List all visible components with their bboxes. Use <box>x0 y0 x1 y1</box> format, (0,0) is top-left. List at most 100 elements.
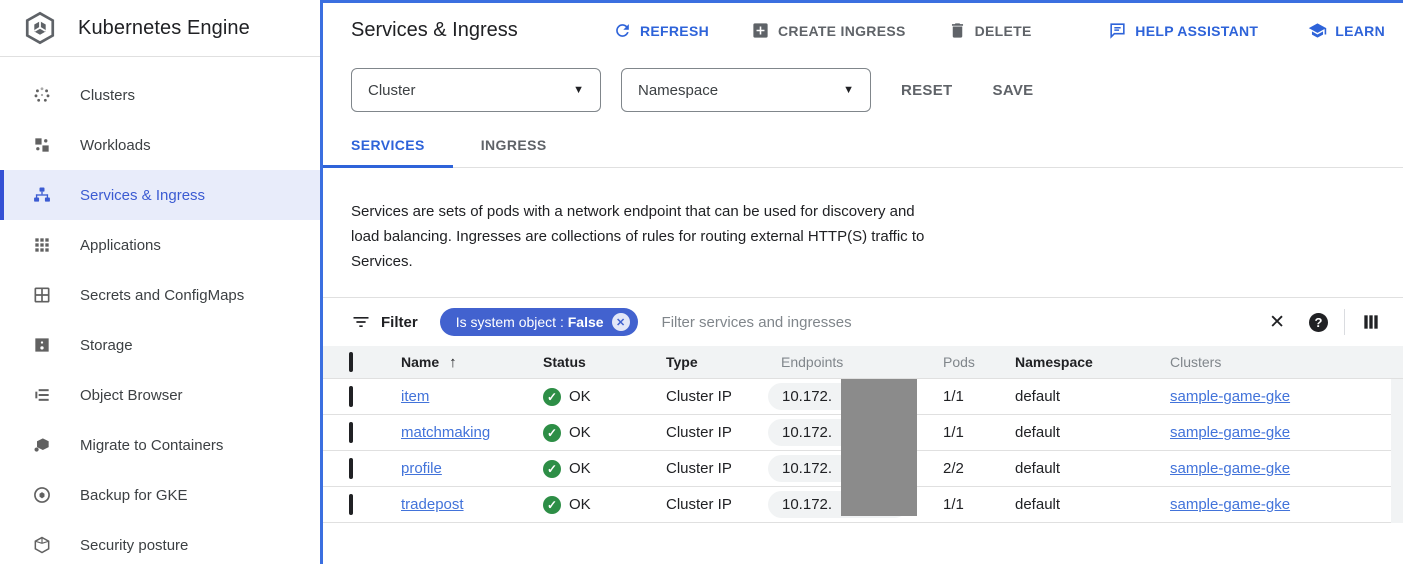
redaction-overlay <box>841 379 917 516</box>
status-text: OK <box>569 424 591 441</box>
page-description: Services are sets of pods with a network… <box>351 203 925 270</box>
row-checkbox[interactable] <box>349 458 353 479</box>
sidebar-item-object-browser[interactable]: Object Browser <box>0 370 320 420</box>
cluster-link[interactable]: sample-game-gke <box>1170 460 1291 477</box>
status-ok-icon: ✓ <box>543 459 561 478</box>
sidebar-item-workloads[interactable]: Workloads <box>0 120 320 170</box>
reset-button[interactable]: RESET <box>901 81 953 99</box>
status-ok-icon: ✓ <box>543 387 561 406</box>
pods-count: 1/1 <box>943 496 964 513</box>
filter-input[interactable] <box>661 313 1264 331</box>
service-type: Cluster IP <box>666 460 732 477</box>
sidebar-item-label: Backup for GKE <box>80 486 188 504</box>
status-ok-icon: ✓ <box>543 423 561 442</box>
column-settings-icon[interactable] <box>1361 312 1381 332</box>
sidebar-item-label: Object Browser <box>80 386 183 404</box>
service-type: Cluster IP <box>666 496 732 513</box>
main-content: Services & Ingress REFRESH CREATE INGRES… <box>320 0 1403 564</box>
create-ingress-label: CREATE INGRESS <box>778 22 906 39</box>
cluster-select[interactable]: Cluster ▼ <box>351 68 601 112</box>
service-name-link[interactable]: matchmaking <box>401 424 491 441</box>
chip-remove-icon[interactable]: ✕ <box>611 313 630 331</box>
namespace-select[interactable]: Namespace ▼ <box>621 68 871 112</box>
refresh-label: REFRESH <box>640 22 709 39</box>
sidebar-item-migrate-containers[interactable]: Migrate to Containers <box>0 420 320 470</box>
sidebar-item-security-posture[interactable]: Security posture <box>0 520 320 564</box>
namespace-value: default <box>1015 388 1061 405</box>
service-name-link[interactable]: tradepost <box>401 496 464 513</box>
sidebar: Kubernetes Engine Clusters Workloads Ser… <box>0 0 320 564</box>
delete-button[interactable]: DELETE <box>948 21 1032 40</box>
namespace-select-label: Namespace <box>638 81 719 99</box>
chip-label: Is system object : <box>455 314 564 330</box>
namespace-value: default <box>1015 424 1061 441</box>
sidebar-item-label: Migrate to Containers <box>80 436 224 454</box>
trash-icon <box>951 23 963 38</box>
select-all-checkbox[interactable] <box>349 352 353 372</box>
help-assistant-button[interactable]: HELP ASSISTANT <box>1108 21 1258 40</box>
filter-icon <box>353 317 369 327</box>
filter-chip-system-object[interactable]: Is system object : False ✕ <box>439 308 638 336</box>
column-header-endpoints[interactable]: Endpoints <box>781 354 844 370</box>
status-text: OK <box>569 460 591 477</box>
tab-ingress[interactable]: INGRESS <box>480 136 547 153</box>
chevron-down-icon: ▼ <box>573 84 584 96</box>
table-header-row: Name ↑ Status Type Endpoints Pods Namespa… <box>323 346 1403 379</box>
add-box-icon <box>753 23 768 38</box>
column-header-name[interactable]: Name ↑ <box>401 353 457 371</box>
learn-button[interactable]: LEARN <box>1308 21 1385 40</box>
security-posture-icon <box>34 536 50 554</box>
refresh-button[interactable]: REFRESH <box>613 21 709 40</box>
row-checkbox[interactable] <box>349 386 353 407</box>
tab-bar: SERVICES INGRESS <box>323 122 1403 168</box>
graduation-cap-icon <box>1309 23 1327 38</box>
column-header-pods[interactable]: Pods <box>943 354 975 370</box>
row-checkbox[interactable] <box>349 494 353 515</box>
help-icon[interactable]: ? <box>1309 312 1328 332</box>
row-checkbox[interactable] <box>349 422 353 443</box>
cluster-link[interactable]: sample-game-gke <box>1170 388 1291 405</box>
services-table: Name ↑ Status Type Endpoints Pods Namespa… <box>323 346 1403 523</box>
table-scrollbar-track <box>1391 379 1403 523</box>
app-title: Kubernetes Engine <box>78 16 250 39</box>
filters-row: Cluster ▼ Namespace ▼ RESET SAVE <box>323 58 1403 122</box>
sidebar-item-applications[interactable]: Applications <box>0 220 320 270</box>
service-name-link[interactable]: profile <box>401 460 442 477</box>
sidebar-item-label: Secrets and ConfigMaps <box>80 286 245 304</box>
cluster-link[interactable]: sample-game-gke <box>1170 496 1291 513</box>
filter-toolbar: Filter Is system object : False ✕ ✕ ? <box>323 297 1403 346</box>
sidebar-item-secrets-configmaps[interactable]: Secrets and ConfigMaps <box>0 270 320 320</box>
sidebar-item-clusters[interactable]: Clusters <box>0 70 320 120</box>
storage-icon <box>35 338 49 352</box>
sidebar-item-label: Security posture <box>80 536 189 554</box>
tab-services[interactable]: SERVICES <box>323 122 453 168</box>
column-header-type[interactable]: Type <box>666 354 698 370</box>
help-assistant-label: HELP ASSISTANT <box>1135 22 1259 39</box>
pods-count: 2/2 <box>943 460 964 477</box>
create-ingress-button[interactable]: CREATE INGRESS <box>751 21 906 40</box>
sidebar-item-storage[interactable]: Storage <box>0 320 320 370</box>
sidebar-item-backup-gke[interactable]: Backup for GKE <box>0 470 320 520</box>
services-ingress-icon <box>34 187 50 202</box>
column-header-clusters[interactable]: Clusters <box>1170 354 1222 370</box>
namespace-value: default <box>1015 460 1061 477</box>
chip-value: False <box>567 314 604 330</box>
pods-count: 1/1 <box>943 388 964 405</box>
cluster-select-label: Cluster <box>368 81 416 99</box>
sidebar-item-label: Workloads <box>80 136 151 154</box>
page-title: Services & Ingress <box>351 19 518 41</box>
delete-label: DELETE <box>974 22 1032 39</box>
save-button[interactable]: SAVE <box>992 81 1034 99</box>
filter-label: Filter <box>381 313 418 331</box>
clear-filters-icon[interactable]: ✕ <box>1269 311 1285 333</box>
column-header-namespace[interactable]: Namespace <box>1015 354 1093 370</box>
sidebar-item-services-ingress[interactable]: Services & Ingress <box>0 170 320 220</box>
applications-icon <box>35 238 49 252</box>
service-name-link[interactable]: item <box>401 388 430 405</box>
cluster-link[interactable]: sample-game-gke <box>1170 424 1291 441</box>
sidebar-item-label: Storage <box>80 336 133 354</box>
toolbar-divider <box>1344 309 1345 335</box>
column-header-status[interactable]: Status <box>543 354 586 370</box>
sidebar-header: Kubernetes Engine <box>0 0 320 57</box>
